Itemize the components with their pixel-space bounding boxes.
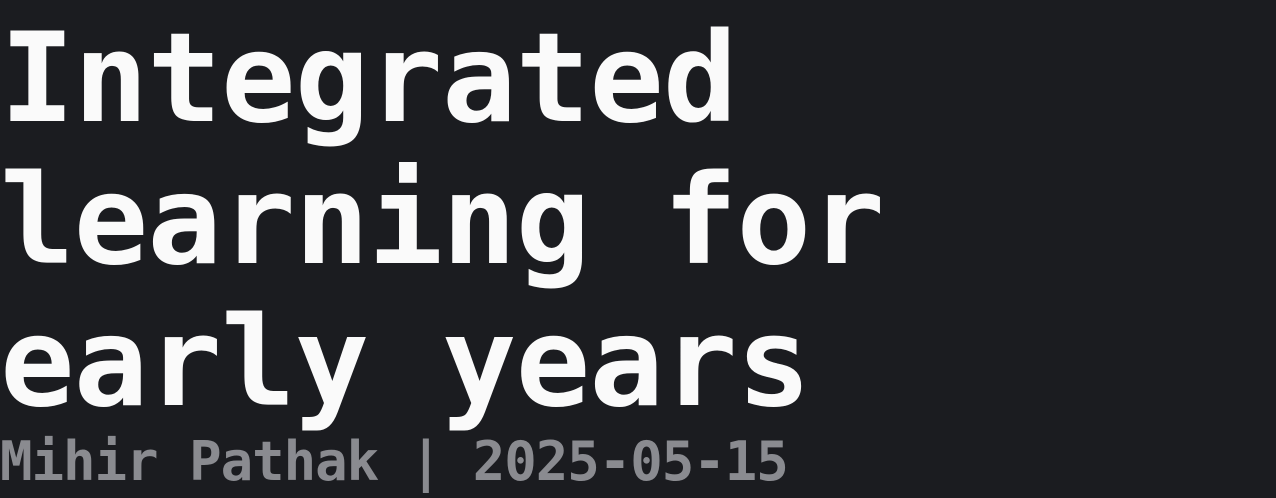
title-line-1: Integrated [0, 7, 738, 151]
byline: Mihir Pathak | 2025-05-15 [0, 430, 789, 494]
title-line-2: learning for [0, 149, 885, 293]
title-line-3: early years [0, 291, 811, 435]
author-name: Mihir Pathak [0, 430, 379, 493]
byline-separator: | [409, 430, 443, 493]
publish-date: 2025-05-15 [472, 430, 789, 493]
